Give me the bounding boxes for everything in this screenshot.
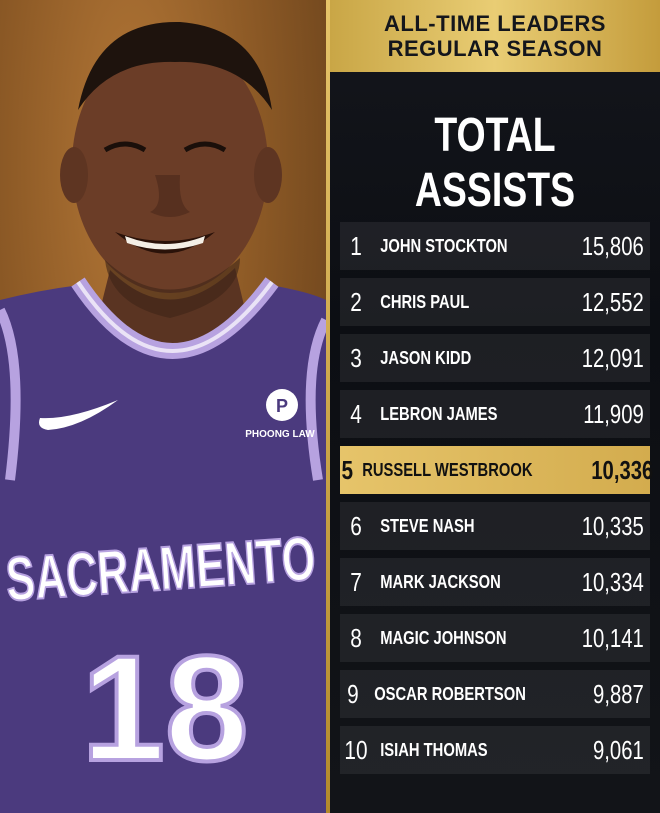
leader-row: 8 MAGIC JOHNSON 10,141 (340, 614, 650, 662)
leader-value: 12,552 (581, 286, 644, 317)
leader-name: LEBRON JAMES (380, 403, 498, 424)
leader-rank: 1 (350, 230, 362, 261)
leader-row: 6 STEVE NASH 10,335 (340, 502, 650, 550)
leader-row: 7 MARK JACKSON 10,334 (340, 558, 650, 606)
header-banner: ALL-TIME LEADERS REGULAR SEASON (330, 0, 660, 72)
leader-name: STEVE NASH (380, 515, 475, 536)
leader-value: 12,091 (581, 342, 644, 373)
leader-value: 15,806 (581, 230, 644, 261)
leader-name: OSCAR ROBERTSON (374, 683, 526, 704)
leader-name: ISIAH THOMAS (380, 739, 488, 760)
leader-name: JOHN STOCKTON (380, 235, 508, 256)
svg-text:P: P (276, 396, 288, 416)
leader-value: 10,335 (581, 510, 644, 541)
banner-line-2: REGULAR SEASON (387, 36, 603, 61)
leader-rank: 7 (350, 566, 362, 597)
leader-row: 9 OSCAR ROBERTSON 9,887 (340, 670, 650, 718)
leader-rank: 9 (347, 678, 359, 709)
leader-rank: 2 (350, 286, 362, 317)
leader-name: RUSSELL WESTBROOK (362, 459, 533, 480)
leader-value: 9,887 (592, 678, 644, 709)
leader-name: MARK JACKSON (380, 571, 501, 592)
leader-rank: 4 (350, 398, 362, 429)
player-illustration: P PHOONG LAW SACRAMENTO 18 (0, 21, 326, 813)
leader-rank: 10 (344, 734, 368, 765)
leader-value: 10,336 (591, 454, 654, 485)
leader-rank: 5 (341, 454, 354, 485)
leader-rank: 3 (350, 342, 362, 373)
gold-divider (326, 0, 330, 813)
banner-line-1: ALL-TIME LEADERS (384, 11, 606, 36)
leader-value: 10,141 (581, 622, 644, 653)
leader-row: 3 JASON KIDD 12,091 (340, 334, 650, 382)
leader-row: 4 LEBRON JAMES 11,909 (340, 390, 650, 438)
leader-name: MAGIC JOHNSON (380, 627, 507, 648)
leader-rank: 8 (350, 622, 362, 653)
sponsor-text: PHOONG LAW (245, 429, 315, 440)
leaders-panel: ALL-TIME LEADERS REGULAR SEASON TOTAL AS… (330, 0, 660, 813)
leader-value: 11,909 (583, 398, 644, 429)
leader-row: 10 ISIAH THOMAS 9,061 (340, 726, 650, 774)
stat-title: TOTAL ASSISTS (414, 109, 576, 217)
leader-row-highlighted: 5 RUSSELL WESTBROOK 10,336 (340, 446, 653, 494)
leader-name: JASON KIDD (380, 347, 472, 368)
leader-name: CHRIS PAUL (380, 291, 470, 312)
jersey-number: 18 (82, 624, 249, 792)
leader-row: 2 CHRIS PAUL 12,552 (340, 278, 650, 326)
player-photo: P PHOONG LAW SACRAMENTO 18 (0, 0, 326, 813)
leader-value: 9,061 (592, 734, 644, 765)
leader-row: 1 JOHN STOCKTON 15,806 (340, 222, 650, 270)
leader-rank: 6 (350, 510, 362, 541)
leader-value: 10,334 (581, 566, 644, 597)
